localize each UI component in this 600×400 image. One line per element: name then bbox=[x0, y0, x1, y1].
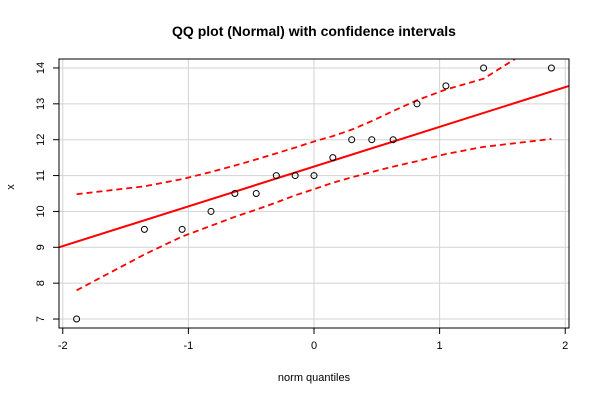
data-point bbox=[442, 82, 450, 90]
data-point bbox=[252, 190, 260, 197]
y-tick-label: 7 bbox=[35, 316, 47, 322]
fit-line bbox=[59, 84, 569, 249]
lower-confidence-band bbox=[76, 138, 552, 292]
data-point bbox=[348, 136, 356, 144]
x-axis-label: norm quantiles bbox=[278, 372, 351, 384]
data-point bbox=[413, 100, 421, 108]
y-tick-label: 12 bbox=[35, 134, 47, 146]
y-tick-label: 10 bbox=[35, 205, 47, 217]
upper-confidence-band bbox=[76, 59, 516, 196]
y-tick-label: 9 bbox=[35, 244, 47, 250]
data-point bbox=[389, 136, 397, 144]
data-point bbox=[480, 64, 488, 72]
data-point bbox=[310, 172, 318, 180]
y-axis-label: x bbox=[5, 184, 17, 190]
chart-title: QQ plot (Normal) with confidence interva… bbox=[172, 23, 456, 39]
data-point bbox=[291, 172, 299, 180]
regression-line bbox=[59, 84, 569, 249]
x-tick-label: 1 bbox=[437, 340, 443, 352]
x-axis-ticks: -2 -1 0 1 2 bbox=[58, 328, 568, 352]
data-point bbox=[272, 172, 280, 180]
y-tick-label: 14 bbox=[35, 62, 47, 74]
y-tick-label: 13 bbox=[35, 98, 47, 110]
data-point bbox=[140, 225, 148, 233]
x-tick-label: -2 bbox=[58, 340, 68, 352]
grid-lines bbox=[59, 59, 569, 328]
data-point bbox=[231, 190, 239, 197]
data-point bbox=[368, 136, 376, 144]
data-point bbox=[178, 225, 186, 233]
data-point bbox=[547, 64, 555, 72]
data-point bbox=[329, 154, 337, 162]
y-axis-ticks: 7 8 9 10 11 12 13 14 bbox=[35, 62, 59, 322]
data-points bbox=[73, 64, 555, 323]
y-tick-label: 11 bbox=[35, 170, 47, 181]
data-point bbox=[73, 315, 81, 323]
x-tick-label: 0 bbox=[311, 340, 317, 352]
data-point bbox=[207, 207, 215, 215]
confidence-bands bbox=[76, 59, 552, 292]
x-tick-label: 2 bbox=[562, 340, 568, 352]
y-tick-label: 8 bbox=[35, 280, 47, 286]
x-tick-label: -1 bbox=[183, 340, 193, 352]
